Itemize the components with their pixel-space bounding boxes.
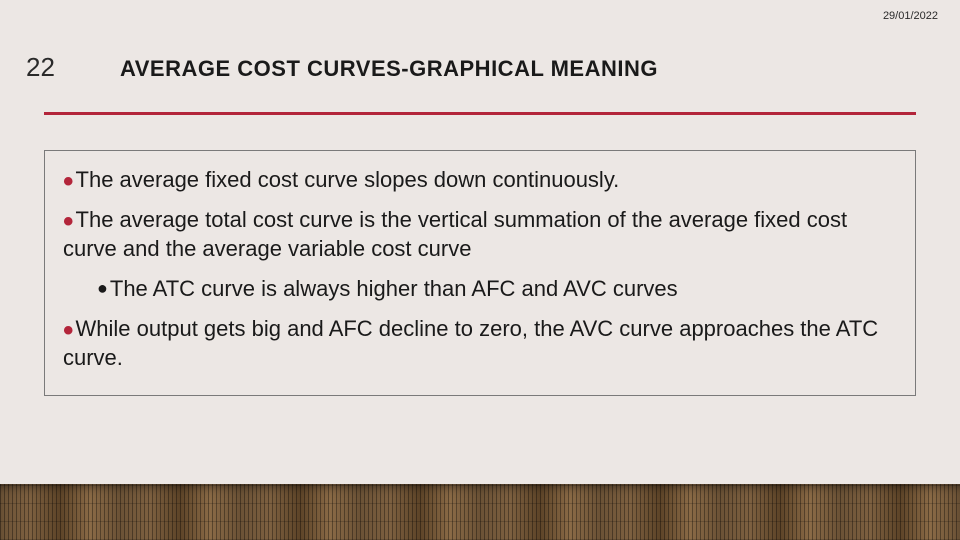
content-box: •The average fixed cost curve slopes dow… — [44, 150, 916, 396]
slide-number: 22 — [26, 52, 55, 83]
sub-bullet-item: ●The ATC curve is always higher than AFC… — [63, 274, 897, 304]
slide-title: AVERAGE COST CURVES-GRAPHICAL MEANING — [120, 56, 658, 82]
bullet-icon: ● — [97, 278, 108, 298]
title-underline — [44, 112, 916, 115]
date-stamp: 29/01/2022 — [883, 10, 938, 22]
bullet-icon: • — [63, 314, 74, 347]
bullet-text: The average total cost curve is the vert… — [63, 207, 847, 262]
bullet-item: •The average fixed cost curve slopes dow… — [63, 165, 897, 195]
bullet-text: The average fixed cost curve slopes down… — [76, 167, 620, 192]
slide: 29/01/2022 22 AVERAGE COST CURVES-GRAPHI… — [0, 0, 960, 540]
bullet-icon: • — [63, 165, 74, 198]
bullet-item: •While output gets big and AFC decline t… — [63, 314, 897, 373]
bullet-text: While output gets big and AFC decline to… — [63, 316, 878, 371]
bullet-item: •The average total cost curve is the ver… — [63, 205, 897, 264]
wood-floor-decoration — [0, 484, 960, 540]
bullet-text: The ATC curve is always higher than AFC … — [110, 276, 678, 301]
bullet-icon: • — [63, 205, 74, 238]
